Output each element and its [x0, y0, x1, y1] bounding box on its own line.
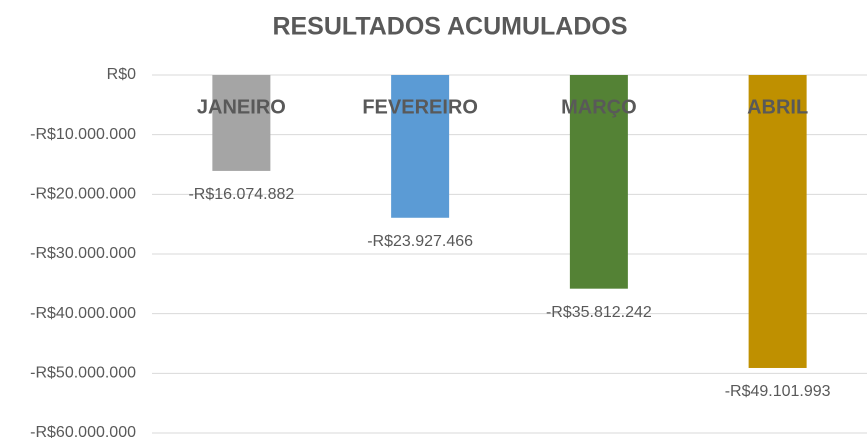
- y-tick-label: -R$50.000.000: [30, 365, 136, 382]
- bar: [569, 75, 628, 289]
- value-label: -R$49.101.993: [725, 383, 831, 400]
- bar: [748, 75, 807, 368]
- value-label: -R$23.927.466: [367, 233, 473, 250]
- y-tick-label: -R$10.000.000: [30, 126, 136, 143]
- chart-title: RESULTADOS ACUMULADOS: [272, 13, 627, 41]
- category-label: JANEIRO: [197, 96, 286, 118]
- y-tick-label: -R$20.000.000: [30, 186, 136, 203]
- value-label: -R$35.812.242: [546, 304, 652, 321]
- bar: [212, 75, 271, 171]
- category-label: MARÇO: [561, 96, 637, 118]
- y-tick-label: -R$30.000.000: [30, 245, 136, 262]
- y-tick-label: -R$40.000.000: [30, 305, 136, 322]
- value-label: -R$16.074.882: [188, 186, 294, 203]
- category-label: FEVEREIRO: [362, 96, 478, 118]
- y-tick-label: -R$60.000.000: [30, 424, 136, 438]
- y-tick-label: R$0: [107, 66, 136, 83]
- bar: [391, 75, 450, 218]
- category-label: ABRIL: [747, 96, 808, 118]
